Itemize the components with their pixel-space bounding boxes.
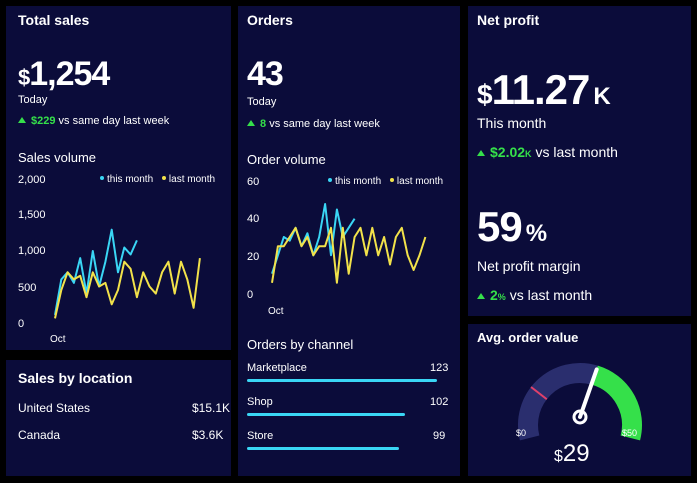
channel-store-bar — [247, 447, 399, 450]
orders-by-channel-title: Orders by channel — [247, 337, 354, 352]
avg-order-value-panel — [468, 324, 691, 476]
y-tick-40: 40 — [247, 213, 260, 225]
total-sales-period: Today — [18, 94, 48, 106]
this-month-dot-icon — [100, 176, 104, 180]
orders-delta: 8 — [260, 118, 267, 130]
total-sales-delta-row: $229 vs same day last week — [18, 115, 169, 127]
orders-delta-label: vs same day last week — [269, 118, 380, 130]
y-tick-500: 500 — [18, 282, 37, 294]
total-sales-value: $1,254 — [18, 55, 110, 94]
orders-value: 43 — [247, 55, 284, 93]
series-line-last-month — [54, 257, 201, 319]
avg-order-gauge — [518, 363, 642, 441]
net-profit-delta: $2.02 — [490, 144, 526, 160]
net-profit-delta-unit: K — [525, 149, 532, 159]
margin-delta-unit: % — [497, 292, 506, 302]
channel-shop-value: 102 — [430, 396, 449, 408]
avg-order-amount: 29 — [562, 440, 590, 467]
gauge-target-marker — [530, 386, 548, 401]
gauge-min-label: $0 — [516, 428, 527, 438]
orders-panel — [238, 6, 460, 476]
channel-store-name: Store — [247, 430, 274, 442]
location-row-us-name: United States — [18, 401, 91, 415]
x-label-oct: Oct — [268, 306, 284, 317]
x-label-oct: Oct — [50, 334, 66, 345]
net-profit-delta-row: $2.02K vs last month — [477, 144, 618, 160]
total-sales-amount: 1,254 — [29, 55, 110, 93]
net-profit-delta-label: vs last month — [535, 144, 618, 160]
order-volume-chart — [271, 203, 427, 284]
margin-delta-row: 2% vs last month — [477, 287, 592, 303]
total-sales-panel — [6, 6, 231, 350]
sales-legend: this month last month — [100, 174, 215, 185]
y-tick-60: 60 — [247, 176, 260, 188]
location-row-ca-value: $3.6K — [192, 428, 224, 442]
location-row-ca-name: Canada — [18, 428, 61, 442]
gauge-hub — [572, 409, 588, 425]
currency-symbol: $ — [554, 448, 563, 465]
y-tick-1000: 1,000 — [18, 245, 46, 257]
y-tick-20: 20 — [247, 251, 260, 263]
total-sales-title: Total sales — [18, 12, 90, 28]
legend-last-month: last month — [168, 174, 216, 185]
avg-order-value-title: Avg. order value — [477, 330, 579, 345]
channel-marketplace-name: Marketplace — [247, 362, 307, 374]
series-line-last-month — [271, 226, 427, 284]
gauge-track — [518, 363, 598, 441]
orders-delta-row: 8 vs same day last week — [247, 118, 380, 130]
net-profit-margin-value: 59% — [477, 203, 547, 251]
orders-period: Today — [247, 96, 277, 108]
margin-unit: % — [525, 220, 547, 247]
this-month-dot-icon — [328, 178, 332, 182]
gauge-fill — [591, 365, 642, 441]
sales-by-location-title: Sales by location — [18, 370, 133, 386]
gauge-max-label: $50 — [622, 428, 638, 438]
up-arrow-icon — [18, 117, 26, 123]
up-arrow-icon — [477, 150, 485, 156]
channel-store-value: 99 — [433, 430, 446, 442]
sales-by-location-panel — [6, 360, 231, 476]
y-tick-0: 0 — [18, 318, 25, 330]
total-sales-delta-label: vs same day last week — [58, 115, 170, 127]
orders-title: Orders — [247, 12, 293, 28]
y-tick-2000: 2,000 — [18, 174, 46, 186]
sales-volume-chart — [54, 228, 201, 319]
net-profit-period: This month — [477, 115, 547, 131]
net-profit-amount: 11.27 — [491, 66, 591, 113]
channel-shop-name: Shop — [247, 396, 273, 408]
channel-shop-bar — [247, 413, 405, 416]
sales-volume-title: Sales volume — [18, 150, 97, 165]
y-tick-1500: 1,500 — [18, 209, 46, 221]
last-month-dot-icon — [161, 176, 166, 180]
legend-last-month: last month — [396, 176, 444, 187]
last-month-dot-icon — [389, 178, 394, 182]
net-profit-value: $11.27 K — [477, 66, 611, 114]
legend-this-month: this month — [335, 176, 382, 187]
total-sales-delta: $229 — [31, 115, 56, 127]
net-profit-title: Net profit — [477, 12, 540, 28]
order-volume-title: Order volume — [247, 152, 326, 167]
margin-number: 59 — [477, 203, 523, 250]
currency-symbol: $ — [477, 79, 493, 110]
up-arrow-icon — [477, 293, 485, 299]
location-row-us-value: $15.1K — [192, 401, 231, 415]
orders-legend: this month last month — [328, 176, 443, 187]
legend-this-month: this month — [107, 174, 154, 185]
channel-marketplace-value: 123 — [430, 362, 449, 374]
up-arrow-icon — [247, 120, 255, 126]
net-profit-panel — [468, 6, 691, 316]
net-profit-margin-label: Net profit margin — [477, 258, 581, 274]
margin-delta-label: vs last month — [509, 287, 593, 303]
avg-order-value: $29 — [554, 440, 590, 468]
gauge-needle — [578, 367, 599, 419]
currency-symbol: $ — [18, 65, 30, 90]
y-tick-0: 0 — [247, 289, 254, 301]
net-profit-unit: K — [593, 83, 610, 110]
channel-marketplace-bar — [247, 379, 437, 382]
margin-delta: 2 — [490, 287, 498, 303]
